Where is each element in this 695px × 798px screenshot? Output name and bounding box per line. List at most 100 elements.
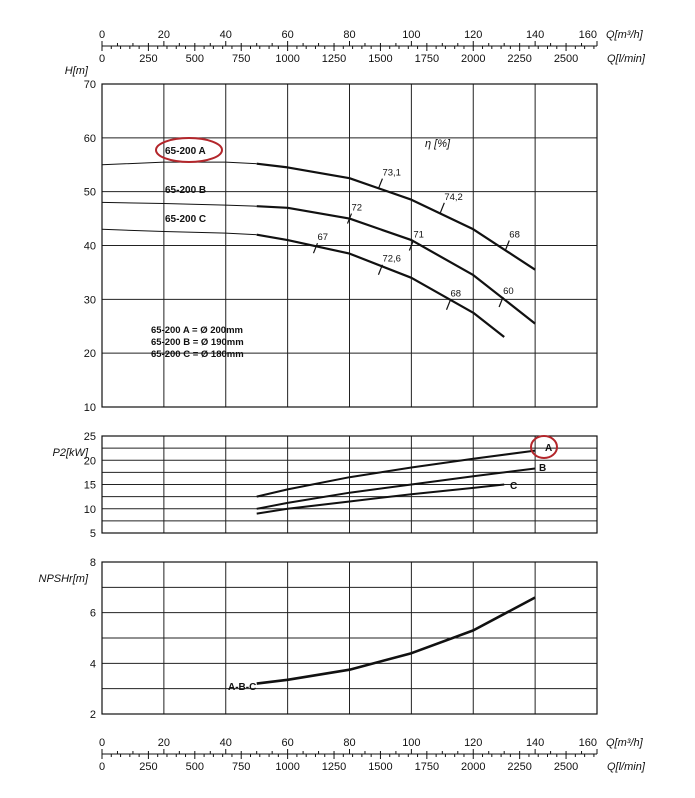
lmin-axis-title: Q[l/min]: [607, 53, 646, 65]
q-tick-label: 140: [526, 29, 544, 41]
efficiency-mark: [504, 240, 510, 251]
lmin-tick-label: 500: [186, 53, 204, 65]
efficiency-mark: [346, 213, 353, 224]
q-tick-label: 80: [343, 29, 355, 41]
lmin-axis-title: Q[l/min]: [607, 761, 646, 773]
y-tick-label: 10: [84, 504, 96, 516]
npsh-series-label: A-B-C: [228, 682, 256, 693]
highlight-ellipse-power: [530, 435, 558, 459]
q-tick-label: 160: [579, 737, 597, 749]
lmin-tick-label: 2250: [507, 53, 531, 65]
efficiency-label: 72,6: [382, 254, 401, 265]
q-tick-label: 160: [579, 29, 597, 41]
efficiency-mark: [498, 296, 504, 308]
y-tick-label: 20: [84, 455, 96, 467]
power-series-label: B: [539, 463, 546, 474]
q-tick-label: 120: [464, 29, 482, 41]
q-tick-label: 120: [464, 737, 482, 749]
y-tick-label: 20: [84, 348, 96, 360]
efficiency-axis-title: η [%]: [425, 138, 451, 150]
efficiency-label: 72: [352, 203, 363, 214]
panel-frame-npsh: [101, 561, 598, 715]
efficiency-label: 71: [413, 230, 424, 241]
lmin-tick-label: 0: [99, 761, 105, 773]
efficiency-mark: [377, 178, 383, 189]
y-axis-title: H[m]: [65, 65, 89, 77]
power-series-label: A: [545, 443, 552, 454]
axis-layer: 10203040506070H[m]510152025P2[kW]2468NPS…: [39, 29, 646, 773]
y-axis-title: NPSHr[m]: [39, 573, 89, 585]
label-layer: 65-200 A 65-200 B 65-200 C η [%] 73,1 74,2 68 7…: [151, 137, 558, 693]
efficiency-label: 60: [503, 286, 514, 297]
lmin-tick-label: 2000: [461, 761, 485, 773]
head-curve-2: [256, 233, 505, 338]
npsh-curve-0: [256, 596, 536, 685]
y-tick-label: 30: [84, 294, 96, 306]
lmin-tick-label: 1750: [415, 761, 439, 773]
head-series-label: 65-200 B: [165, 185, 206, 196]
q-tick-label: 20: [158, 29, 170, 41]
lmin-tick-label: 1000: [275, 53, 299, 65]
lmin-tick-label: 750: [232, 761, 250, 773]
y-tick-label: 4: [90, 658, 96, 670]
lmin-tick-label: 0: [99, 53, 105, 65]
lmin-tick-label: 500: [186, 761, 204, 773]
y-tick-label: 60: [84, 133, 96, 145]
curve-layer: [101, 161, 536, 685]
lmin-tick-label: 2500: [554, 761, 578, 773]
efficiency-label: 74,2: [444, 192, 463, 203]
lmin-tick-label: 750: [232, 53, 250, 65]
y-tick-label: 10: [84, 402, 96, 414]
efficiency-mark: [377, 264, 383, 275]
q-tick-label: 0: [99, 737, 105, 749]
q-tick-label: 40: [220, 29, 232, 41]
head-series-label: 65-200 C: [165, 214, 206, 225]
head-curve-thin-1: [101, 201, 257, 207]
lmin-tick-label: 1250: [322, 53, 346, 65]
diameter-legend-line: 65-200 B = Ø 190mm: [151, 337, 244, 348]
q-tick-label: 100: [402, 737, 420, 749]
lmin-tick-label: 250: [139, 53, 157, 65]
lmin-tick-label: 2000: [461, 53, 485, 65]
y-tick-label: 15: [84, 480, 96, 492]
efficiency-label: 73,1: [382, 168, 401, 179]
q-tick-label: 60: [282, 737, 294, 749]
head-curve-thin-2: [101, 228, 257, 236]
efficiency-mark: [312, 242, 319, 254]
y-axis-title: P2[kW]: [53, 447, 89, 459]
lmin-tick-label: 250: [139, 761, 157, 773]
lmin-tick-label: 1500: [368, 53, 392, 65]
q-tick-label: 140: [526, 737, 544, 749]
lmin-tick-label: 1500: [368, 761, 392, 773]
lmin-tick-label: 1250: [322, 761, 346, 773]
y-tick-label: 8: [90, 557, 96, 569]
efficiency-label: 67: [317, 232, 328, 243]
efficiency-mark: [439, 202, 445, 214]
q-axis-title: Q[m³/h]: [606, 29, 644, 41]
lmin-tick-label: 2500: [554, 53, 578, 65]
diameter-legend-line: 65-200 A = Ø 200mm: [151, 325, 243, 336]
lmin-tick-label: 2250: [507, 761, 531, 773]
y-tick-label: 2: [90, 709, 96, 721]
y-tick-label: 25: [84, 431, 96, 443]
q-tick-label: 60: [282, 29, 294, 41]
panel-frame-head: [101, 83, 598, 408]
lmin-tick-label: 1000: [275, 761, 299, 773]
q-tick-label: 40: [220, 737, 232, 749]
q-tick-label: 0: [99, 29, 105, 41]
diameter-legend-line: 65-200 C = Ø 180mm: [151, 349, 244, 360]
y-tick-label: 70: [84, 79, 96, 91]
y-tick-label: 50: [84, 187, 96, 199]
efficiency-label: 68: [451, 289, 462, 300]
y-tick-label: 6: [90, 608, 96, 620]
efficiency-mark: [408, 240, 414, 251]
q-tick-label: 80: [343, 737, 355, 749]
q-axis-title: Q[m³/h]: [606, 737, 644, 749]
efficiency-mark: [445, 299, 452, 310]
power-curve-0: [256, 449, 536, 498]
y-tick-label: 5: [90, 528, 96, 540]
head-curve-1: [256, 205, 536, 325]
power-curve-2: [256, 483, 505, 515]
q-tick-label: 20: [158, 737, 170, 749]
q-tick-label: 100: [402, 29, 420, 41]
